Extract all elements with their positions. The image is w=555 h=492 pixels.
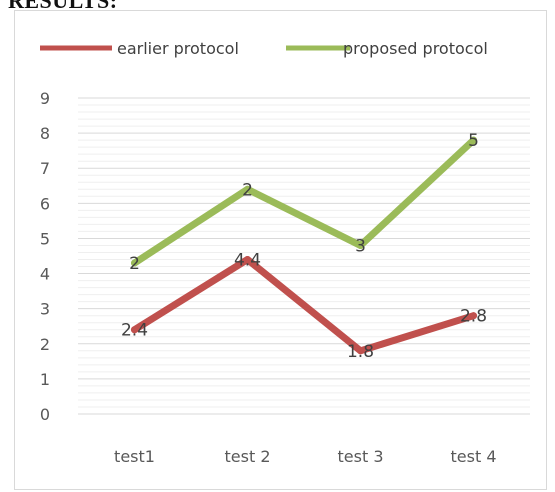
data-label: 2 — [242, 180, 253, 200]
x-tick-label: test 3 — [338, 447, 384, 466]
chart-frame — [14, 10, 547, 490]
series-lines — [131, 136, 477, 355]
data-point — [131, 259, 138, 267]
x-tick-label: test 4 — [451, 447, 497, 466]
x-axis-ticks: test1 test 2 test 3 test 4 — [114, 447, 496, 466]
data-point — [244, 185, 251, 193]
data-label: 2 — [129, 254, 140, 274]
data-label: 2.8 — [460, 307, 487, 327]
data-labels: 2.4 4.4 1.8 2.8 2 2 3 5 — [121, 131, 487, 362]
series-line-0 — [131, 256, 477, 355]
x-tick-label: test1 — [114, 447, 155, 466]
data-label: 3 — [355, 236, 366, 256]
series-line-1 — [131, 136, 477, 267]
data-point — [244, 256, 251, 264]
data-label: 5 — [468, 131, 479, 151]
y-tick-label: 9 — [40, 89, 50, 108]
y-tick-label: 8 — [40, 124, 50, 143]
data-label: 1.8 — [347, 342, 374, 362]
y-tick-label: 5 — [40, 229, 50, 248]
data-point — [357, 241, 364, 249]
legend: earlier protocol proposed protocol — [40, 39, 488, 58]
legend-label: proposed protocol — [343, 39, 488, 58]
y-axis-ticks: 0 1 2 3 4 5 6 7 8 9 — [40, 89, 50, 424]
data-point — [357, 347, 364, 355]
legend-label: earlier protocol — [117, 39, 239, 58]
data-point — [470, 312, 477, 320]
y-tick-label: 4 — [40, 265, 50, 284]
y-tick-label: 7 — [40, 159, 50, 178]
y-tick-label: 1 — [40, 370, 50, 389]
y-tick-label: 6 — [40, 194, 50, 213]
results-heading: RESULTS: — [8, 0, 118, 13]
gridlines — [78, 97, 530, 415]
y-tick-label: 3 — [40, 300, 50, 319]
x-tick-label: test 2 — [225, 447, 271, 466]
y-tick-label: 0 — [40, 405, 50, 424]
y-tick-label: 2 — [40, 335, 50, 354]
data-label: 4.4 — [234, 251, 261, 271]
data-label: 2.4 — [121, 321, 148, 341]
data-point — [131, 326, 138, 334]
data-point — [470, 136, 477, 144]
